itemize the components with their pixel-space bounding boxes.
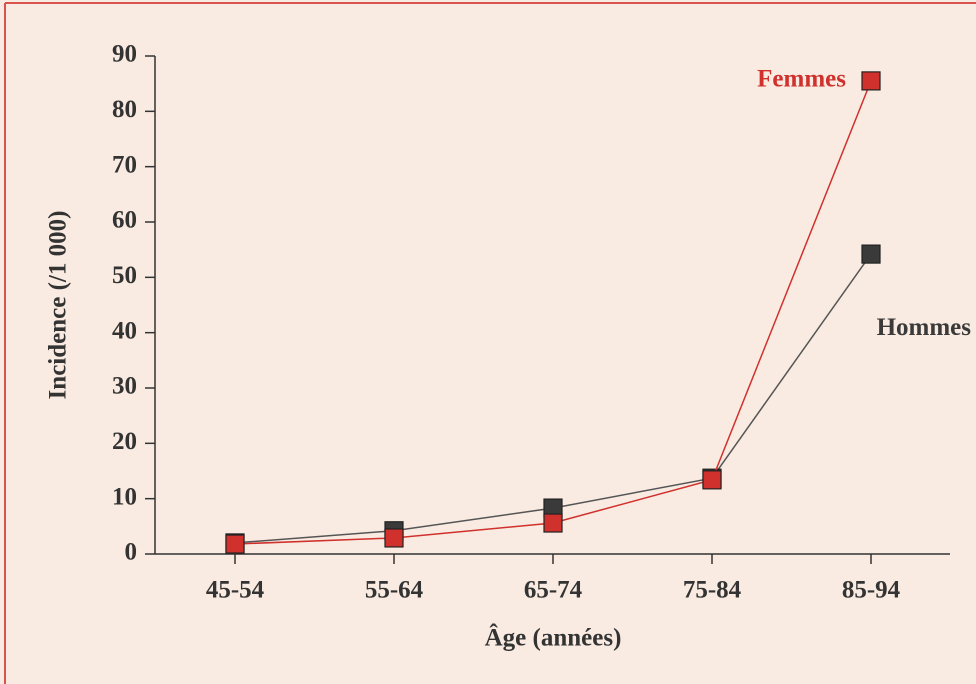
y-tick-label: 50	[112, 262, 137, 289]
x-tick-label: 65-74	[524, 577, 583, 604]
y-axis-title: Incidence (/1 000)	[45, 211, 72, 400]
marker	[543, 513, 563, 533]
y-tick-label: 70	[112, 151, 137, 178]
marker	[384, 528, 404, 548]
y-tick-label: 20	[112, 428, 137, 455]
series-label: Femmes	[757, 66, 846, 93]
y-tick-label: 10	[112, 483, 137, 510]
x-axis-title: Âge (années)	[485, 624, 622, 652]
y-tick-label: 40	[112, 317, 137, 344]
marker	[225, 534, 245, 554]
marker	[861, 71, 881, 91]
y-tick-label: 60	[112, 207, 137, 234]
y-tick-label: 90	[112, 41, 137, 68]
marker	[702, 470, 722, 490]
y-tick-label: 30	[112, 373, 137, 400]
x-tick-label: 75-84	[683, 577, 742, 604]
x-tick-label: 55-64	[365, 577, 424, 604]
y-tick-label: 0	[125, 539, 138, 566]
marker	[861, 244, 881, 264]
x-tick-label: 85-94	[842, 577, 901, 604]
x-tick-label: 45-54	[206, 577, 265, 604]
y-tick-label: 80	[112, 96, 137, 123]
series-label: Hommes	[877, 314, 972, 341]
